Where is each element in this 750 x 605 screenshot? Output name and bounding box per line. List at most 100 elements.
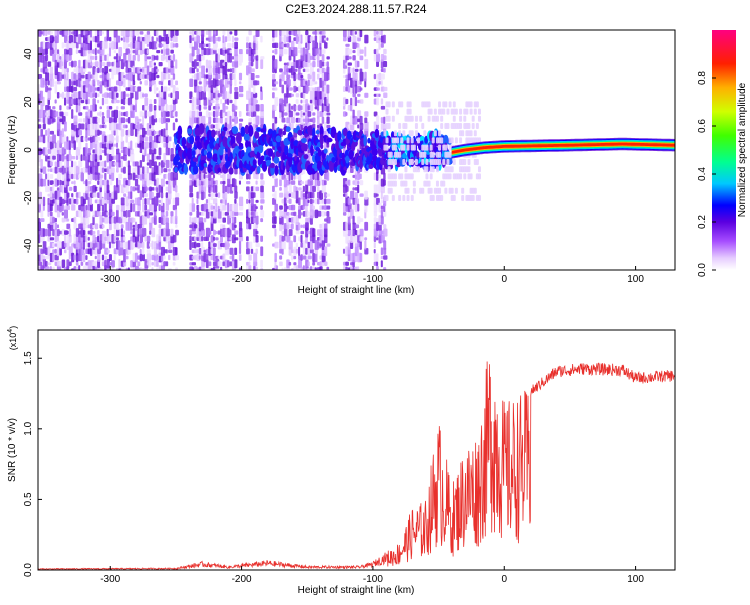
heat-cell: [364, 117, 368, 124]
heat-cell: [234, 41, 238, 49]
heat-cell: [196, 198, 199, 205]
heat-blob: [335, 140, 340, 151]
heat-cell: [250, 42, 254, 49]
heat-cell: [300, 234, 303, 243]
heat-cell: [220, 203, 223, 212]
heat-cell: [78, 240, 82, 250]
heat-cell: [56, 187, 60, 191]
heat-cell: [414, 130, 418, 137]
heat-cell: [127, 128, 130, 137]
heat-cell: [324, 198, 327, 205]
heat-cell: [215, 180, 218, 186]
heat-blob: [189, 135, 195, 145]
heat-cell: [312, 40, 315, 51]
heat-cell: [352, 174, 356, 178]
heat-cell: [118, 179, 121, 186]
heat-cell: [149, 212, 154, 216]
heat-cell: [123, 52, 127, 63]
heat-cell: [359, 180, 364, 186]
heat-cell: [61, 153, 65, 162]
heat-cell: [354, 84, 358, 94]
heat-cell: [461, 195, 465, 201]
heat-cell: [123, 261, 127, 267]
heat-cell: [250, 248, 254, 254]
heat-cell: [431, 151, 435, 158]
heat-cell: [71, 204, 76, 211]
heat-cell: [288, 110, 293, 118]
heat-cell: [149, 190, 153, 200]
heat-cell: [165, 211, 169, 217]
heat-cell: [189, 211, 193, 216]
heat-cell: [198, 149, 202, 154]
heat-cell: [127, 267, 130, 270]
heat-cell: [175, 172, 179, 181]
heat-cell: [260, 218, 264, 223]
heat-cell: [347, 253, 351, 262]
heat-cell: [274, 87, 278, 91]
heat-cell: [196, 236, 200, 242]
heat-cell: [127, 72, 131, 81]
heat-cell: [153, 118, 158, 123]
heat-cell: [373, 111, 378, 117]
heat-cell: [104, 54, 107, 61]
heat-blob: [303, 153, 309, 160]
heat-cell: [234, 37, 239, 41]
heat-cell: [66, 72, 69, 81]
heat-cell: [75, 97, 78, 106]
heat-cell: [156, 36, 159, 42]
heat-cell: [196, 209, 200, 218]
heat-cell: [359, 80, 362, 85]
heat-cell: [471, 115, 475, 122]
heat-cell: [130, 60, 135, 68]
heat-cell: [40, 128, 44, 137]
heat-cell: [253, 92, 258, 98]
heat-cell: [94, 71, 98, 82]
heat-cell: [61, 180, 65, 186]
heat-cell: [459, 123, 463, 129]
heat-cell: [222, 180, 226, 185]
heat-cell: [123, 252, 126, 263]
heat-cell: [149, 86, 152, 92]
heat-cell: [279, 261, 283, 267]
heat-cell: [208, 197, 211, 206]
heat-cell: [156, 177, 159, 188]
heat-cell: [201, 55, 205, 61]
heat-cell: [106, 184, 110, 194]
heat-cell: [68, 35, 74, 44]
heat-blob: [326, 137, 333, 143]
heat-cell: [440, 115, 444, 122]
heat-cell: [255, 30, 260, 37]
heat-cell: [359, 252, 363, 263]
heat-cell: [220, 174, 224, 178]
heat-cell: [56, 49, 60, 54]
heat-cell: [116, 204, 120, 211]
heat-cell: [234, 67, 237, 74]
heat-cell: [139, 248, 142, 254]
heat-cell: [158, 90, 161, 100]
heat-cell: [139, 149, 143, 154]
heat-cell: [383, 172, 386, 181]
heat-blob: [337, 130, 342, 143]
heat-cell: [92, 49, 95, 55]
heat-cell: [144, 215, 148, 225]
heat-cell: [376, 253, 379, 262]
heat-cell: [350, 67, 353, 74]
heat-cell: [146, 171, 150, 181]
heat-cell: [87, 49, 91, 54]
heat-blob: [244, 124, 250, 135]
heat-cell: [215, 30, 218, 37]
heat-cell: [87, 260, 91, 268]
heat-cell: [324, 211, 328, 216]
heat-cell: [108, 36, 112, 42]
heat-cell: [99, 84, 103, 94]
heat-cell: [165, 217, 170, 223]
heat-cell: [151, 153, 155, 163]
heat-cell: [156, 197, 159, 206]
heat-cell: [134, 197, 138, 206]
heat-cell: [142, 115, 145, 125]
heat-cell: [158, 204, 161, 211]
heat-blob: [260, 155, 265, 161]
heat-cell: [120, 266, 125, 270]
heat-cell: [125, 48, 130, 55]
heat-cell: [123, 193, 127, 197]
